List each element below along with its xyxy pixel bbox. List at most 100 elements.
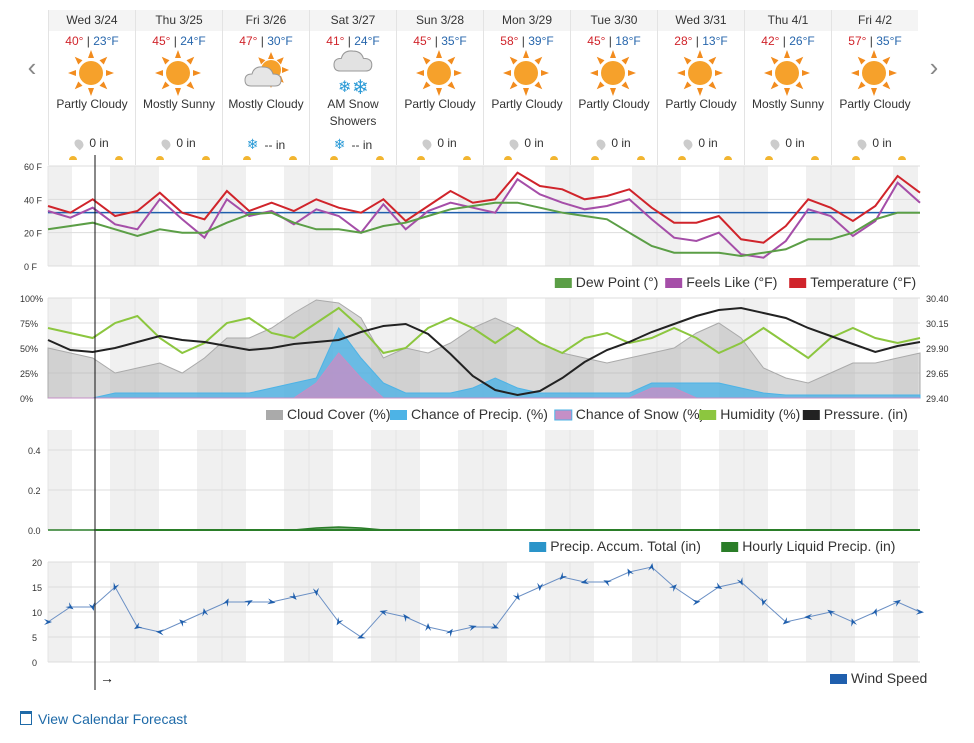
y2-tick-label: 30.15 <box>926 319 949 329</box>
legend-entry: Dew Point (°) <box>554 274 659 290</box>
night-shade <box>831 430 855 530</box>
snow-icon: ❄ ❄ <box>326 50 380 99</box>
partly-sunny-icon <box>587 50 641 96</box>
y-tick-label: 0 F <box>24 262 38 272</box>
wind-arrow-icon <box>202 608 209 617</box>
low-temp: 39°F <box>528 34 554 48</box>
precip-value: 0 in <box>437 136 457 150</box>
night-shade <box>719 166 744 266</box>
legend-entry: Hourly Liquid Precip. (in) <box>721 538 895 554</box>
day-column[interactable]: Wed 3/31 28° | 13°F Partly Cloudy 0 in <box>657 10 744 165</box>
sun-markers <box>310 156 396 164</box>
y-tick-label: 20 <box>32 558 42 568</box>
sunset-icon <box>289 156 297 160</box>
view-calendar-forecast-link[interactable]: View Calendar Forecast <box>20 711 187 727</box>
wind-arrow-icon <box>648 563 655 572</box>
day-column[interactable]: Sun 3/28 45° | 35°F Partly Cloudy 0 in <box>396 10 483 165</box>
sunset-icon <box>898 156 906 160</box>
y-tick-label: 40 F <box>24 195 43 205</box>
series-line-dew <box>47 201 920 258</box>
day-date: Fri 3/26 <box>223 10 309 31</box>
wind-arrow-icon <box>113 582 120 591</box>
legend-label: Cloud Cover (%) <box>287 406 390 422</box>
high-temp: 42° <box>761 34 780 48</box>
night-shade <box>545 166 570 266</box>
night-shade <box>806 430 831 530</box>
partly-sunny-icon <box>674 50 728 96</box>
svg-text:❄: ❄ <box>352 77 369 96</box>
precip-value: 0 in <box>524 136 544 150</box>
day-column[interactable]: Thu 4/1 42° | 26°F Mostly Sunny 0 in <box>744 10 831 165</box>
high-temp: 45° <box>587 34 606 48</box>
next-arrow-icon[interactable]: › <box>929 52 939 82</box>
prev-arrow-icon[interactable]: ‹ <box>27 52 37 82</box>
sunrise-icon <box>69 156 77 160</box>
wind-arrow-icon <box>289 592 297 600</box>
sunrise-icon <box>591 156 599 160</box>
precip-amount: 0 in <box>571 136 657 151</box>
forecast-charts: 60 F 40 F 20 F 0 F Dew Point (°) Feels Like (… <box>20 155 949 690</box>
y2-tick-label: 29.90 <box>926 344 949 354</box>
day-temps: 45° | 24°F <box>152 34 206 48</box>
sunrise-icon <box>156 156 164 160</box>
precip-value: 0 in <box>176 136 196 150</box>
wind-arrow-icon <box>736 577 743 586</box>
precip-amount: 0 in <box>397 136 483 151</box>
legend-entry: Feels Like (°F) <box>665 274 777 290</box>
low-temp: 24°F <box>354 34 380 48</box>
wind-arrow-icon <box>88 602 95 611</box>
legend-swatch <box>266 410 283 420</box>
high-temp: 41° <box>326 34 345 48</box>
day-column[interactable]: Sat 3/27 41° | 24°F ❄ ❄ AM Snow Showers ❄ -- i… <box>309 10 396 165</box>
sunset-icon <box>811 156 819 160</box>
series-line-feels <box>47 177 921 259</box>
legend-swatch <box>529 542 547 552</box>
night-shade <box>744 430 768 530</box>
day-column[interactable]: Fri 4/2 57° | 35°F Partly Cloudy 0 in <box>831 10 918 165</box>
wind-arrow-icon <box>603 580 612 587</box>
wind-arrow-icon <box>804 613 813 620</box>
legend-label: Wind Speed <box>851 670 927 686</box>
y2-tick-label: 29.40 <box>926 394 949 404</box>
wind-arrow-icon <box>512 592 520 601</box>
day-column[interactable]: Wed 3/24 40° | 23°F Partly Cloudy 0 in <box>48 10 135 165</box>
legend-entry: Precip. Accum. Total (in) <box>529 538 701 554</box>
legend-label: Chance of Snow (%) <box>576 406 704 422</box>
precip-amount: 0 in <box>745 136 831 151</box>
day-column[interactable]: Thu 3/25 45° | 24°F Mostly Sunny 0 in <box>135 10 222 165</box>
day-column[interactable]: Mon 3/29 58° | 39°F Partly Cloudy 0 in <box>483 10 570 165</box>
pressure-line <box>47 306 921 397</box>
view-calendar-forecast-label: View Calendar Forecast <box>38 711 188 727</box>
legend-label: Hourly Liquid Precip. (in) <box>742 538 895 554</box>
precip-amount: 0 in <box>136 136 222 151</box>
night-shade <box>309 166 333 266</box>
legend-label: Dew Point (°) <box>576 274 659 290</box>
condition-text: Mostly Sunny <box>751 97 825 111</box>
wind-speed-line <box>47 566 921 638</box>
wind-arrow-icon <box>403 613 411 622</box>
precip-chart-background <box>47 430 918 530</box>
y-tick-label: 75% <box>20 319 38 329</box>
day-temps: 41° | 24°F <box>326 34 380 48</box>
precip-amount: ❄ -- in <box>310 136 396 153</box>
snowflake-icon: ❄ <box>333 136 346 152</box>
legend-label: Temperature (°F) <box>810 274 916 290</box>
day-date: Thu 4/1 <box>745 10 831 31</box>
cursor-arrow-icon: → <box>100 670 114 686</box>
sunrise-icon <box>852 156 860 160</box>
low-temp: 24°F <box>180 34 206 48</box>
legend-swatch <box>554 409 573 421</box>
precip-value: -- in <box>351 138 373 152</box>
day-column[interactable]: Tue 3/30 45° | 18°F Partly Cloudy 0 in <box>570 10 657 165</box>
sunrise-icon <box>765 156 773 160</box>
day-temps: 47° | 30°F <box>239 34 293 48</box>
night-shade <box>545 430 570 530</box>
y-tick-label: 0% <box>20 394 33 404</box>
high-temp: 47° <box>239 34 258 48</box>
night-shade <box>371 430 396 530</box>
day-column[interactable]: Fri 3/26 47° | 30°F Mostly Cloudy ❄ -- in <box>222 10 309 165</box>
wind-arrow-icon <box>312 587 319 596</box>
low-temp: 26°F <box>789 34 815 48</box>
sunset-icon <box>202 156 210 160</box>
legend-label: Precip. Accum. Total (in) <box>550 538 701 554</box>
